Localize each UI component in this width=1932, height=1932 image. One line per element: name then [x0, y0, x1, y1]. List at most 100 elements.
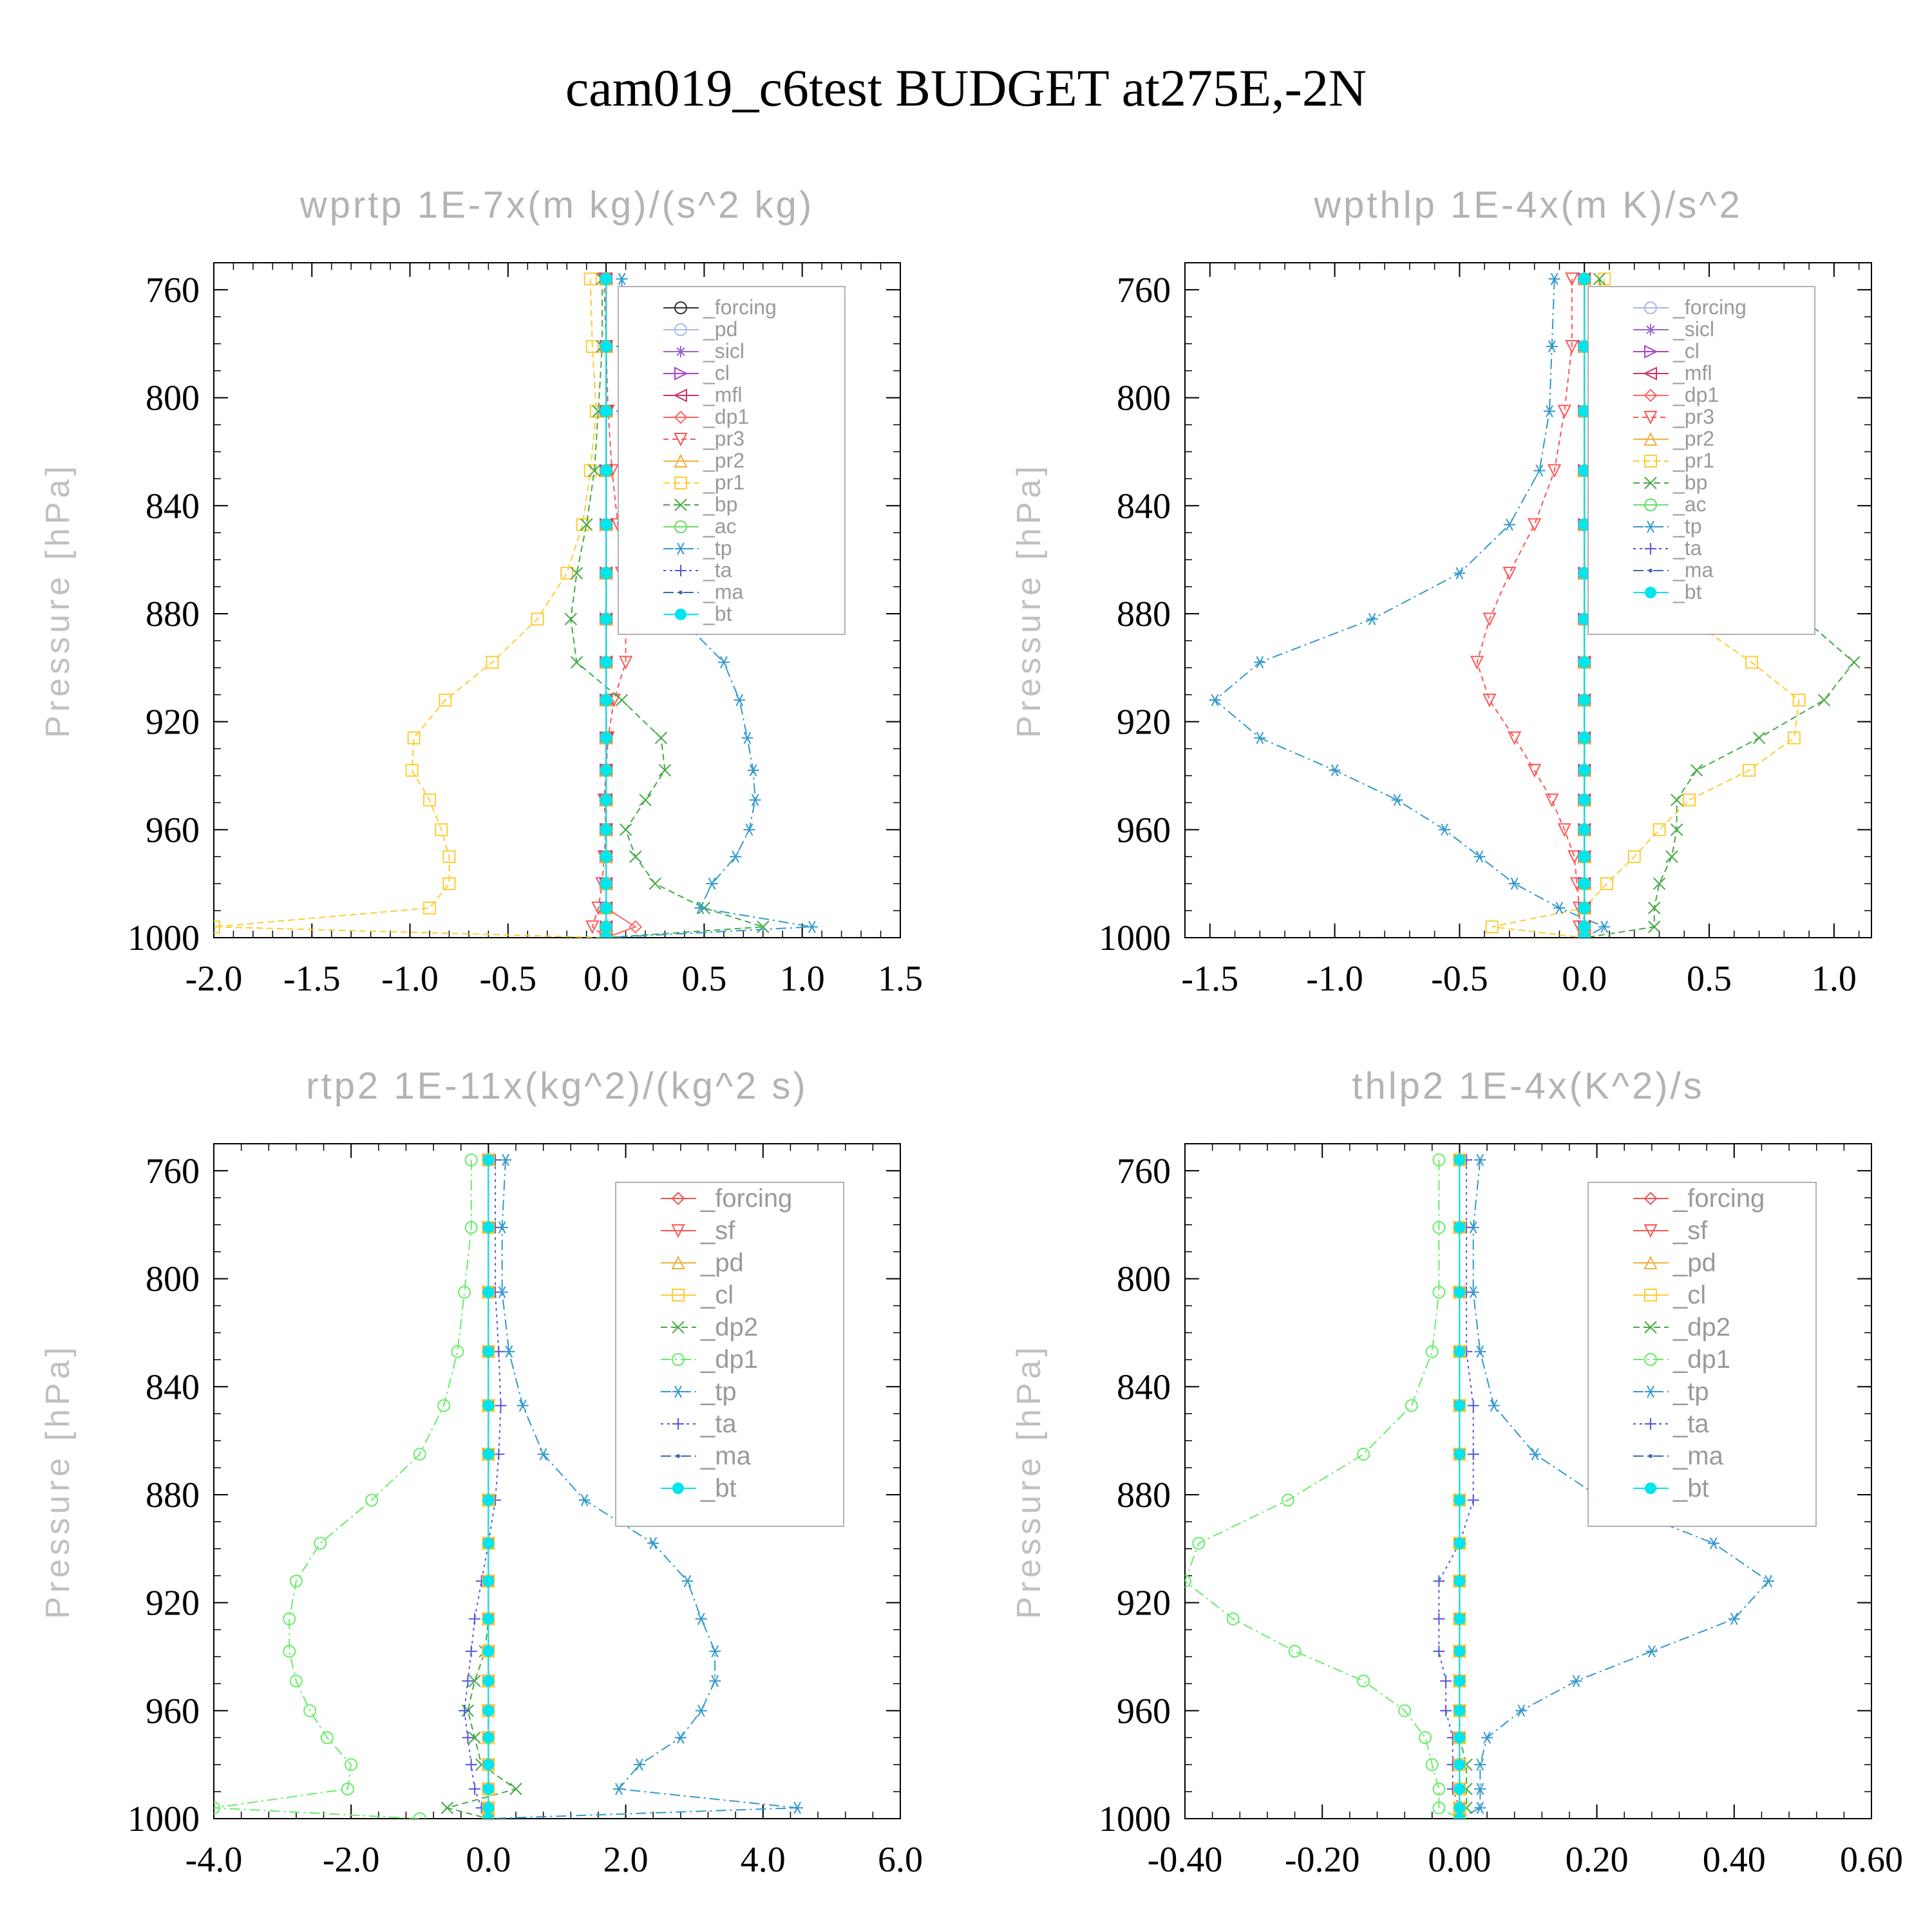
panel-title: rtp2 1E-11x(kg^2)/(kg^2 s) [306, 1065, 808, 1107]
legend: _forcing _sf _pd _cl _dp2 _dp1 _tp _ta _ma _bt [1587, 1182, 1817, 1527]
data-point [439, 694, 452, 707]
data-point [1366, 612, 1378, 625]
legend-item: _pr2 [663, 449, 744, 472]
y-tick-label: 800 [1117, 379, 1171, 419]
data-point [1546, 340, 1558, 353]
data-point [747, 764, 759, 777]
legend-marker [1644, 1353, 1657, 1366]
legend-marker [1643, 431, 1658, 446]
data-point [615, 694, 629, 706]
legend-marker [1644, 1321, 1657, 1334]
data-point [1578, 567, 1591, 580]
legend-item: _dp2 [1633, 1313, 1730, 1341]
y-tick-label: 1000 [128, 1799, 200, 1839]
data-point [600, 902, 612, 914]
data-point [600, 613, 612, 625]
y-tick-label: 880 [146, 1475, 200, 1515]
legend-label: _pr3 [1672, 405, 1714, 428]
x-tick-label: 0.0 [583, 959, 629, 999]
data-point [639, 793, 652, 806]
series-line [1213, 279, 1606, 938]
legend-label: _dp1 [1672, 1345, 1730, 1374]
series-line [1492, 279, 1800, 938]
y-tick-label: 760 [146, 1151, 200, 1191]
data-point [674, 1731, 687, 1744]
legend-marker [1643, 366, 1657, 381]
data-point [437, 1399, 451, 1412]
legend-marker [675, 609, 687, 620]
legend-item: _tp [661, 1378, 737, 1406]
data-point [482, 1783, 495, 1795]
legend-label: _forcing [1672, 296, 1747, 319]
data-point [1391, 793, 1403, 806]
legend-label: _tp [1672, 515, 1701, 538]
legend-label: _forcing [700, 1184, 792, 1213]
series-line [1459, 1160, 1770, 1819]
data-point [1433, 1575, 1445, 1587]
data-point [482, 1645, 495, 1658]
y-axis-label: Pressure [hPa] [1010, 1343, 1048, 1619]
plot-frame [1184, 1143, 1872, 1819]
legend-item: _dp2 [661, 1313, 758, 1341]
legend-item: _bt [663, 602, 732, 625]
legend-label: _pr2 [703, 449, 744, 472]
y-tick-label: 920 [1117, 703, 1171, 743]
legend-marker [1643, 411, 1658, 425]
legend-item: _pd [661, 1249, 744, 1277]
legend-label: _dp2 [700, 1313, 758, 1341]
legend-item: _sicl [1633, 317, 1714, 341]
legend-label: _cl [1672, 1281, 1706, 1309]
x-tick-label: 0.5 [1687, 959, 1732, 999]
data-point [600, 464, 612, 477]
legend-label: _bt [700, 1474, 737, 1502]
legend-item: _cl [663, 361, 730, 384]
data-point [1440, 1705, 1452, 1717]
data-point [1578, 613, 1591, 625]
y-tick-label: 960 [1117, 810, 1171, 850]
legend-label: _ma [1672, 1442, 1724, 1470]
legend-marker [1644, 301, 1657, 314]
data-point [709, 1674, 721, 1687]
data-point [482, 1575, 495, 1587]
legend-marker [674, 520, 687, 533]
legend-label: _ta [1672, 536, 1702, 560]
data-point [1281, 1493, 1294, 1507]
legend-marker [674, 433, 688, 447]
data-point [1565, 339, 1579, 354]
data-point [482, 1221, 495, 1233]
data-point [1648, 902, 1661, 914]
legend-label: _sf [700, 1217, 735, 1245]
y-tick-label: 800 [1117, 1260, 1171, 1300]
legend-box [615, 1182, 844, 1527]
data-point [459, 1705, 471, 1717]
legend-marker [674, 410, 688, 424]
data-point [791, 1801, 804, 1814]
data-point [531, 612, 544, 626]
y-tick-label: 800 [146, 1260, 200, 1300]
data-point [303, 1704, 317, 1718]
y-tick-label: 840 [1117, 486, 1171, 526]
data-point [612, 1783, 625, 1795]
plot-frame [213, 1143, 901, 1819]
data-point [1454, 1802, 1466, 1814]
x-tick-label: 0.0 [1562, 959, 1607, 999]
y-tick-label: 920 [146, 1584, 200, 1624]
legend-item: _mfl [663, 383, 742, 406]
data-point [600, 518, 612, 531]
legend-item: _cl [1633, 1281, 1706, 1309]
y-tick-label: 840 [146, 1367, 200, 1407]
x-tick-label: 0.40 [1703, 1840, 1766, 1880]
data-point [649, 877, 661, 890]
legend-label: _forcing [703, 296, 777, 319]
x-tick-label: 1.0 [780, 959, 825, 999]
data-point [469, 1783, 481, 1795]
legend-item: _bp [663, 493, 737, 516]
x-tick-label: 0.5 [681, 959, 726, 999]
legend: _forcing_pd_sicl_cl_mfl_dp1_pr3_pr2_pr1_… [618, 286, 846, 635]
data-point [320, 1731, 334, 1745]
data-point [585, 920, 600, 934]
data-point [465, 1759, 477, 1771]
series-line [488, 1160, 798, 1819]
data-point [465, 1645, 477, 1658]
data-point [482, 1399, 495, 1412]
